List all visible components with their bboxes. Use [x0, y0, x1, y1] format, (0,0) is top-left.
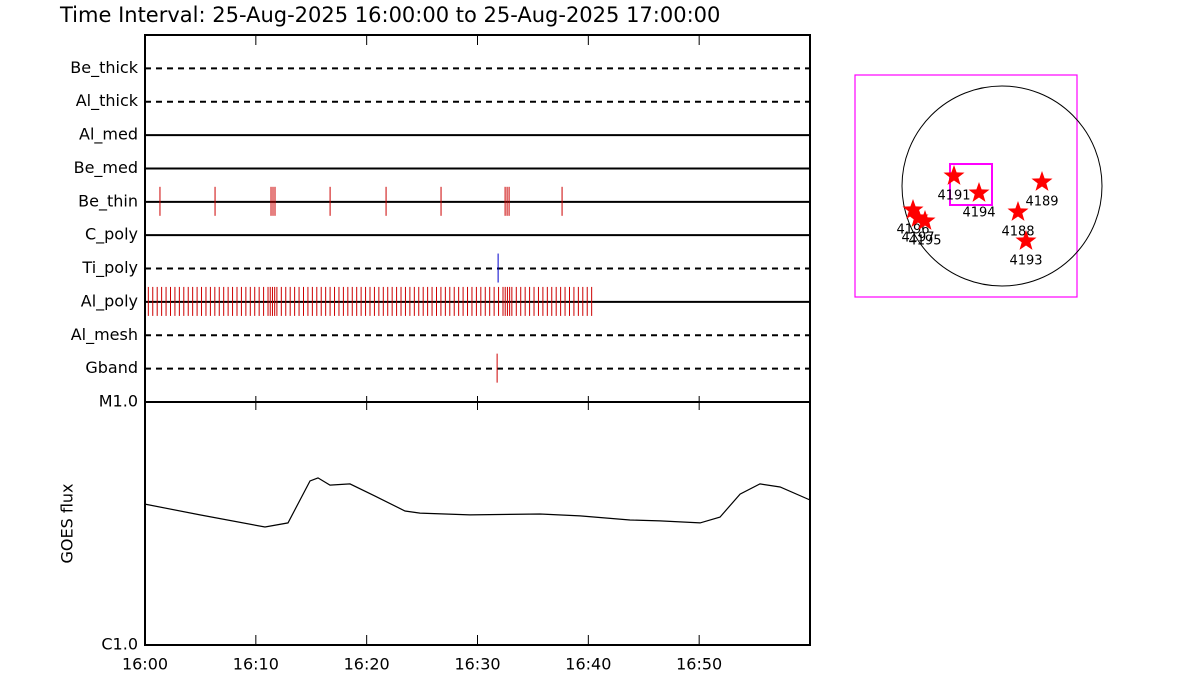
region-marker — [907, 207, 929, 227]
x-tick-label: 16:40 — [565, 655, 611, 674]
region-label: 4193 — [1009, 254, 1042, 269]
region-label: 4188 — [1001, 225, 1034, 240]
row-label: C_poly — [85, 225, 138, 245]
x-tick-label: 16:20 — [344, 655, 390, 674]
region-marker — [1031, 171, 1053, 191]
fov-box — [949, 163, 993, 206]
region-marker — [902, 199, 924, 219]
region-label: 4191 — [937, 189, 970, 204]
x-tick-label: 16:10 — [233, 655, 279, 674]
region-label: 4197 — [901, 231, 934, 246]
region-marker — [914, 210, 936, 230]
row-label: Al_med — [79, 125, 138, 145]
x-tick-label: 16:50 — [676, 655, 722, 674]
solar-disk — [901, 85, 1103, 287]
region-label: 4194 — [962, 206, 995, 221]
y-tick-label: C1.0 — [101, 635, 138, 654]
row-label: Gband — [85, 358, 138, 377]
flux-line — [144, 477, 811, 528]
map-frame — [854, 74, 1078, 298]
region-marker — [1015, 230, 1037, 250]
x-tick-label: 16:00 — [122, 655, 168, 674]
region-marker — [943, 165, 965, 185]
y-tick-label: M1.0 — [99, 392, 138, 411]
row-label: Al_mesh — [71, 325, 138, 345]
region-marker — [968, 182, 990, 202]
y-axis-label: GOES flux — [58, 483, 77, 563]
row-label: Ti_poly — [81, 258, 138, 278]
region-label: 4195 — [908, 234, 941, 249]
event-frame — [144, 34, 811, 403]
x-tick-label: 16:30 — [454, 655, 500, 674]
chart-title: Time Interval: 25-Aug-2025 16:00:00 to 2… — [59, 3, 720, 27]
row-label: Be_thick — [70, 58, 138, 78]
row-label: Al_poly — [81, 291, 138, 311]
row-label: Be_med — [74, 158, 138, 178]
row-label: Be_thin — [78, 191, 138, 211]
region-marker — [1007, 201, 1029, 221]
row-label: Al_thick — [76, 91, 139, 111]
region-label: 4189 — [1025, 195, 1058, 210]
